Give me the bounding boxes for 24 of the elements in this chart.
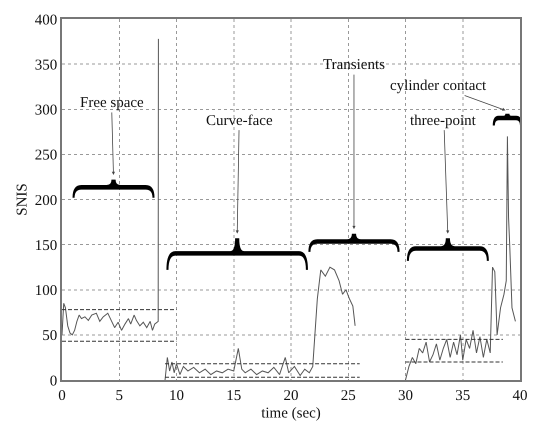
y-tick-label: 150 — [34, 238, 58, 254]
x-tick-label: 15 — [226, 388, 242, 404]
x-tick-label: 25 — [340, 388, 356, 404]
y-tick-label: 400 — [34, 12, 58, 28]
x-tick-label: 5 — [116, 388, 123, 404]
y-tick-label: 100 — [34, 283, 58, 299]
y-tick-label: 0 — [50, 373, 58, 390]
y-tick-label: 250 — [34, 148, 58, 164]
x-tick-label: 30 — [398, 388, 413, 404]
annotation: Curve-face — [206, 113, 273, 129]
x-tick-label: 40 — [512, 388, 528, 404]
x-tick-label: 10 — [169, 388, 184, 404]
y-tick-label: 300 — [34, 102, 58, 118]
annotation: Transients — [323, 57, 386, 73]
annotation: cylinder contact — [390, 78, 488, 94]
annotation: three-point — [410, 113, 477, 129]
x-tick-label: 35 — [455, 388, 470, 404]
y-tick-label: 50 — [42, 328, 58, 344]
y-tick-label: 350 — [34, 57, 58, 74]
x-axis-title: time (sec) — [261, 405, 321, 422]
y-axis-title: SNIS — [14, 183, 30, 216]
x-tick-label: 20 — [284, 388, 298, 404]
y-tick-label: 200 — [34, 192, 58, 209]
annotation: Free space — [80, 95, 144, 111]
